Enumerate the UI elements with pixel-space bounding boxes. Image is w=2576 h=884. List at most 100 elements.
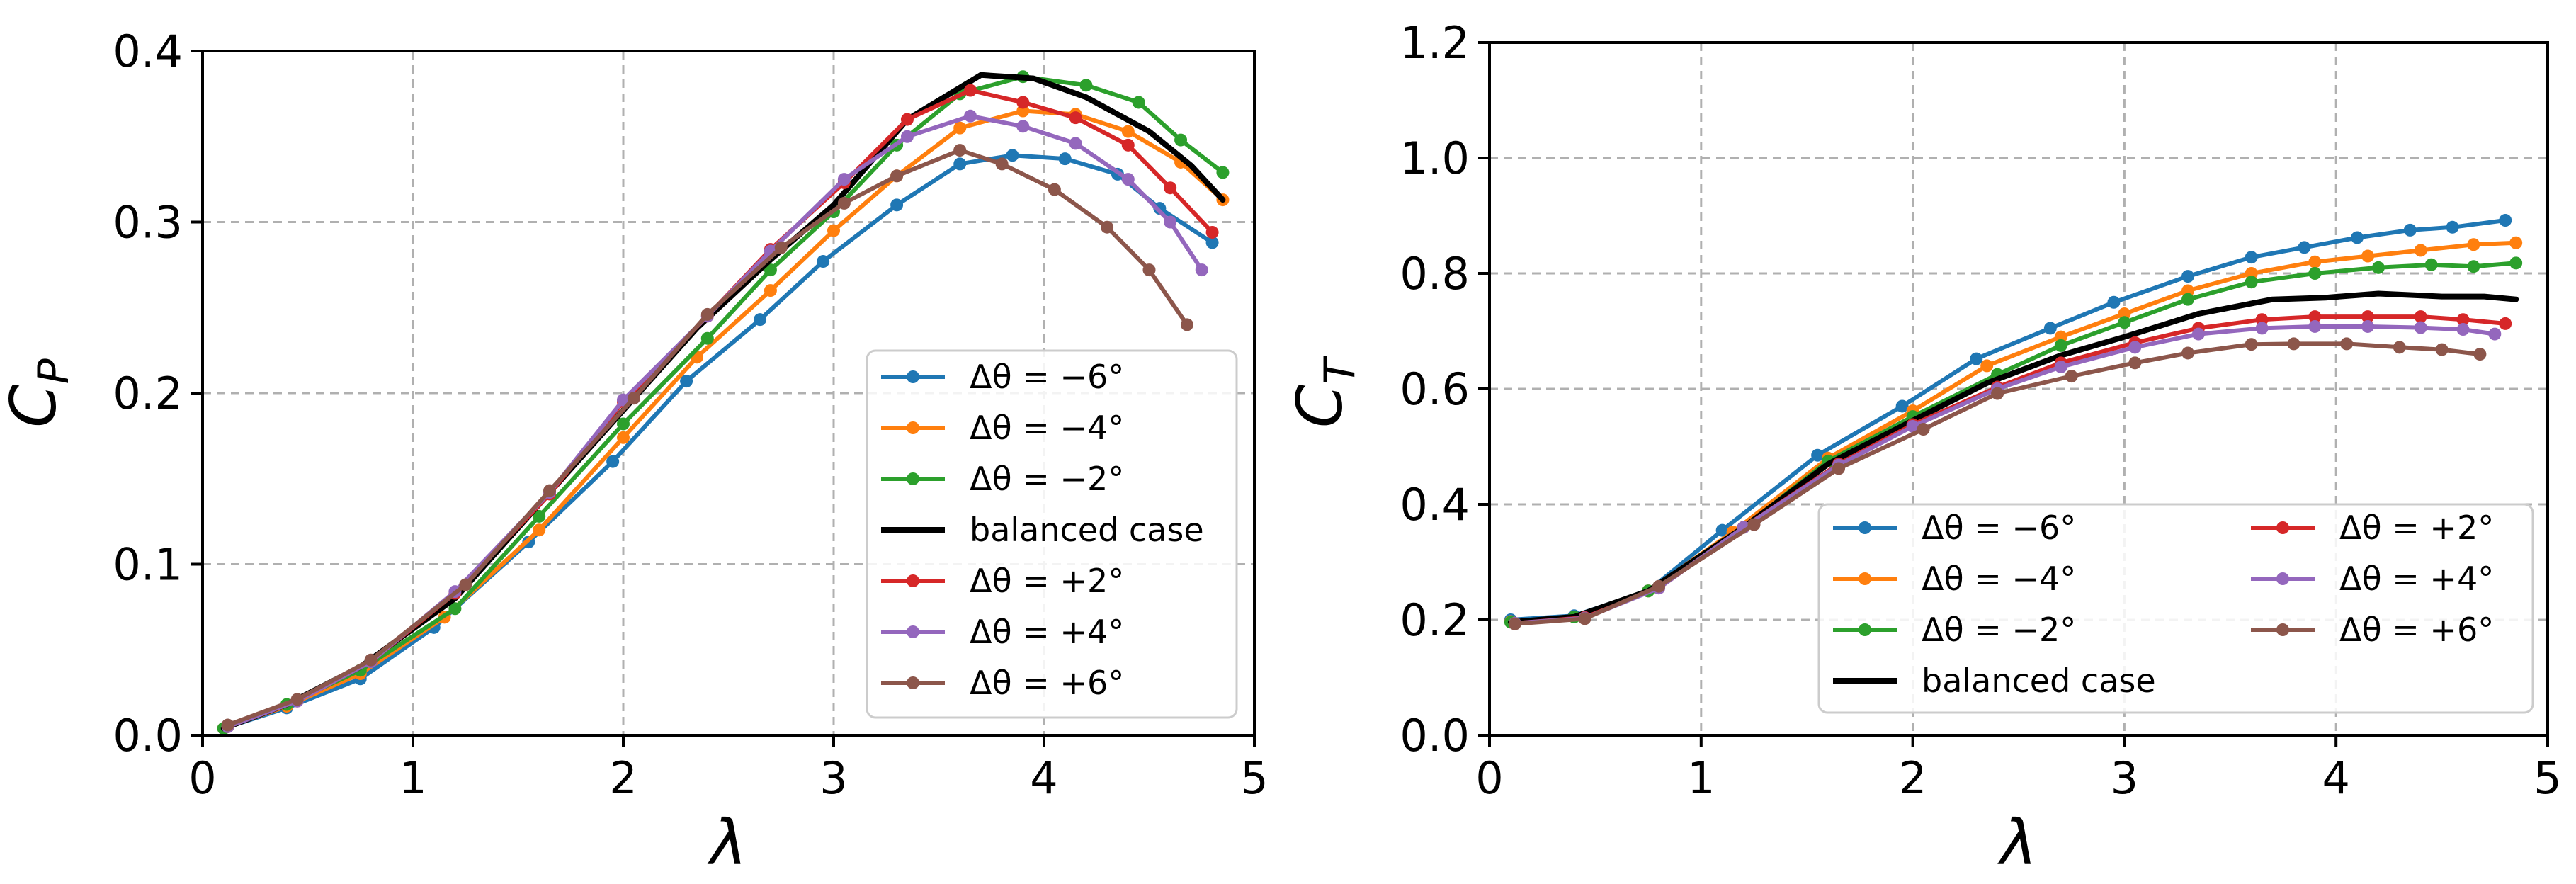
cp-data-point bbox=[1174, 133, 1188, 147]
ct-legend-swatch-marker bbox=[1859, 623, 1871, 636]
ct-data-point bbox=[2435, 343, 2449, 356]
ct-data-point bbox=[2414, 321, 2427, 334]
ct-data-point bbox=[1747, 518, 1761, 531]
cp-data-point bbox=[1132, 96, 1145, 109]
ct-data-point bbox=[2393, 341, 2406, 354]
cp-legend-swatch-marker bbox=[907, 472, 919, 485]
ct-data-point bbox=[2181, 270, 2195, 283]
ct-y-axis-title-subscript: T bbox=[1315, 356, 1365, 385]
cp-legend-label: Δθ = +6° bbox=[970, 664, 1124, 702]
ct-data-point bbox=[2473, 348, 2487, 361]
cp-data-point bbox=[764, 264, 777, 277]
cp-data-point bbox=[1069, 111, 1082, 125]
cp-data-point bbox=[900, 113, 914, 126]
cp-data-point bbox=[533, 509, 546, 523]
cp-x-axis-title: λ bbox=[707, 806, 747, 879]
cp-y-axis-title-subscript: P bbox=[29, 358, 79, 384]
cp-legend-label: balanced case bbox=[970, 511, 1204, 549]
ct-data-point bbox=[2245, 276, 2258, 289]
cp-data-point bbox=[1058, 152, 1072, 166]
cp-x-tick-label: 5 bbox=[1240, 752, 1268, 804]
cp-data-point bbox=[754, 313, 767, 327]
cp-data-point bbox=[1048, 183, 1061, 196]
ct-legend-label: Δθ = +2° bbox=[2339, 509, 2494, 547]
cp-data-point bbox=[543, 484, 557, 497]
ct-data-point bbox=[2191, 327, 2205, 341]
cp-legend-box bbox=[866, 349, 1238, 719]
ct-y-tick-label: 0.0 bbox=[1400, 710, 1470, 761]
ct-data-point bbox=[2245, 251, 2258, 264]
ct-data-point bbox=[2181, 293, 2195, 306]
cp-data-point bbox=[290, 693, 304, 706]
cp-series-line-1 bbox=[221, 108, 1225, 731]
ct-data-point bbox=[2128, 356, 2142, 370]
cp-data-point bbox=[700, 307, 714, 321]
ct-data-point bbox=[2308, 255, 2322, 268]
cp-data-point bbox=[1121, 138, 1135, 152]
ct-data-point bbox=[2308, 310, 2322, 324]
ct-data-point bbox=[2308, 267, 2322, 280]
cp-data-point bbox=[1016, 120, 1030, 133]
ct-y-axis-title: CT bbox=[1283, 356, 1365, 428]
cp-series-line-0 bbox=[221, 153, 1215, 731]
cp-data-point bbox=[964, 109, 977, 123]
ct-legend-box bbox=[1817, 503, 2534, 714]
ct-data-point bbox=[2298, 241, 2311, 254]
ct-data-point bbox=[2054, 339, 2067, 352]
cp-data-point bbox=[1069, 137, 1082, 150]
cp-data-point bbox=[221, 718, 234, 732]
ct-data-point bbox=[1832, 462, 1846, 475]
cp-legend-label: Δθ = +4° bbox=[970, 613, 1124, 651]
ct-legend-swatch-marker bbox=[1859, 521, 1871, 534]
cp-y-tick-label: 0.1 bbox=[113, 539, 183, 591]
cp-legend-label: Δθ = −4° bbox=[970, 409, 1124, 447]
cp-data-point bbox=[1121, 125, 1135, 138]
ct-legend-swatch-marker bbox=[2276, 623, 2289, 636]
ct-data-point bbox=[1970, 352, 1983, 366]
ct-y-tick-label: 0.4 bbox=[1400, 479, 1470, 531]
cp-data-point bbox=[964, 84, 977, 97]
ct-series-line-6 bbox=[1512, 341, 2483, 626]
ct-x-tick-label: 4 bbox=[2322, 752, 2349, 804]
cp-x-tick-label: 3 bbox=[819, 752, 847, 804]
ct-data-point bbox=[2361, 319, 2375, 333]
cp-data-point bbox=[617, 431, 630, 444]
ct-data-point bbox=[2371, 261, 2385, 274]
ct-x-axis-title: λ bbox=[1997, 806, 2037, 879]
ct-legend-label: Δθ = +4° bbox=[2339, 560, 2494, 598]
cp-data-point bbox=[364, 653, 378, 667]
ct-legend-label: balanced case bbox=[1922, 662, 2156, 700]
ct-data-point bbox=[2361, 249, 2375, 263]
ct-data-point bbox=[2509, 236, 2523, 249]
ct-data-point bbox=[2414, 310, 2427, 324]
ct-data-point bbox=[2128, 341, 2142, 354]
cp-legend-swatch-marker bbox=[907, 370, 919, 383]
cp-data-point bbox=[1205, 236, 1219, 249]
ct-legend-label: Δθ = +6° bbox=[2339, 611, 2494, 649]
ct-data-point bbox=[1906, 419, 1919, 433]
ct-data-point bbox=[2467, 260, 2480, 273]
ct-data-point bbox=[2054, 361, 2067, 374]
cp-y-tick-label: 0.4 bbox=[113, 26, 183, 77]
ct-data-point bbox=[2181, 346, 2195, 360]
cp-series-line-6 bbox=[225, 148, 1189, 727]
cp-data-point bbox=[627, 392, 640, 405]
ct-data-point bbox=[2308, 319, 2322, 333]
cp-y-axis-title-main: C bbox=[0, 384, 70, 428]
ct-data-point bbox=[2499, 214, 2512, 227]
cp-data-point bbox=[827, 224, 840, 237]
ct-data-point bbox=[1991, 387, 2004, 400]
cp-data-point bbox=[1142, 264, 1156, 277]
cp-x-tick-label: 0 bbox=[188, 752, 216, 804]
ct-data-point bbox=[2255, 322, 2269, 335]
ct-data-point bbox=[2065, 370, 2078, 383]
cp-data-point bbox=[890, 198, 904, 212]
ct-y-tick-label: 0.6 bbox=[1400, 363, 1470, 415]
cp-legend-label: Δθ = −6° bbox=[970, 358, 1124, 396]
cp-legend-swatch-marker bbox=[907, 676, 919, 689]
cp-data-point bbox=[533, 523, 546, 537]
cp-data-point bbox=[1195, 264, 1208, 277]
cp-data-point bbox=[1016, 96, 1030, 109]
ct-data-point bbox=[2414, 244, 2427, 257]
